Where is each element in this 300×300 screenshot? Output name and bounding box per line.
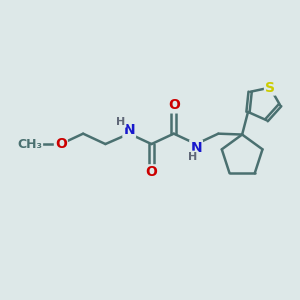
Text: H: H: [116, 117, 125, 127]
Text: H: H: [188, 152, 198, 161]
Text: N: N: [190, 141, 202, 154]
Text: S: S: [265, 81, 275, 94]
Text: O: O: [146, 165, 158, 179]
Text: N: N: [123, 123, 135, 137]
Text: CH₃: CH₃: [17, 138, 42, 151]
Text: O: O: [55, 137, 67, 151]
Text: O: O: [168, 98, 180, 112]
